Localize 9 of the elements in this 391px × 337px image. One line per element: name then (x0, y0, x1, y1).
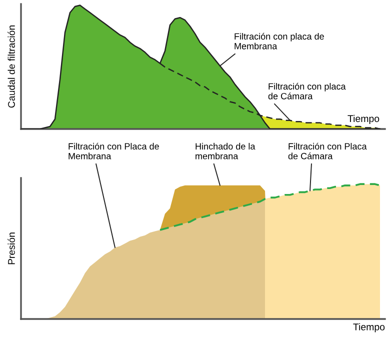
text: Filtración con Placa de Cámara (288, 142, 367, 160)
y-axis-title: Caudal de filtración (8, 26, 15, 108)
x-axis-title: Tiempo (353, 323, 385, 332)
text: Filtración con Placa de Membrana (68, 142, 159, 160)
text: Filtración con placa de Membrana (234, 32, 324, 50)
y-axis-title: Presión (8, 232, 15, 264)
text: Hinchado de la membrana (196, 142, 256, 160)
x-axis-title: Tiempo (348, 114, 380, 124)
series-label: Filtración con placa de Cámara (268, 82, 346, 100)
